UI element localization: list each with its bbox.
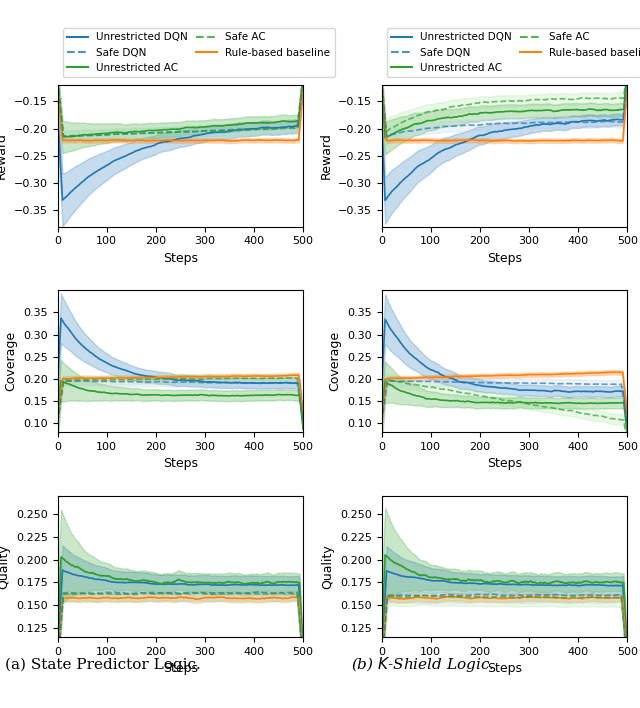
X-axis label: Steps: Steps <box>487 457 522 470</box>
Y-axis label: Reward: Reward <box>319 132 332 179</box>
Y-axis label: Quality: Quality <box>0 544 10 589</box>
Y-axis label: Quality: Quality <box>321 544 335 589</box>
Text: (b) $K$-Shield Logic.: (b) $K$-Shield Logic. <box>351 655 494 674</box>
X-axis label: Steps: Steps <box>163 663 198 675</box>
X-axis label: Steps: Steps <box>487 663 522 675</box>
Text: (a) State Predictor Logic.: (a) State Predictor Logic. <box>4 658 200 672</box>
Y-axis label: Coverage: Coverage <box>4 331 17 391</box>
X-axis label: Steps: Steps <box>487 252 522 265</box>
Legend: Unrestricted DQN, Safe DQN, Unrestricted AC, Safe AC, Rule-based baseline: Unrestricted DQN, Safe DQN, Unrestricted… <box>63 28 335 77</box>
X-axis label: Steps: Steps <box>163 457 198 470</box>
Legend: Unrestricted DQN, Safe DQN, Unrestricted AC, Safe AC, Rule-based baseline: Unrestricted DQN, Safe DQN, Unrestricted… <box>387 28 640 77</box>
X-axis label: Steps: Steps <box>163 252 198 265</box>
Y-axis label: Reward: Reward <box>0 132 8 179</box>
Y-axis label: Coverage: Coverage <box>329 331 342 391</box>
